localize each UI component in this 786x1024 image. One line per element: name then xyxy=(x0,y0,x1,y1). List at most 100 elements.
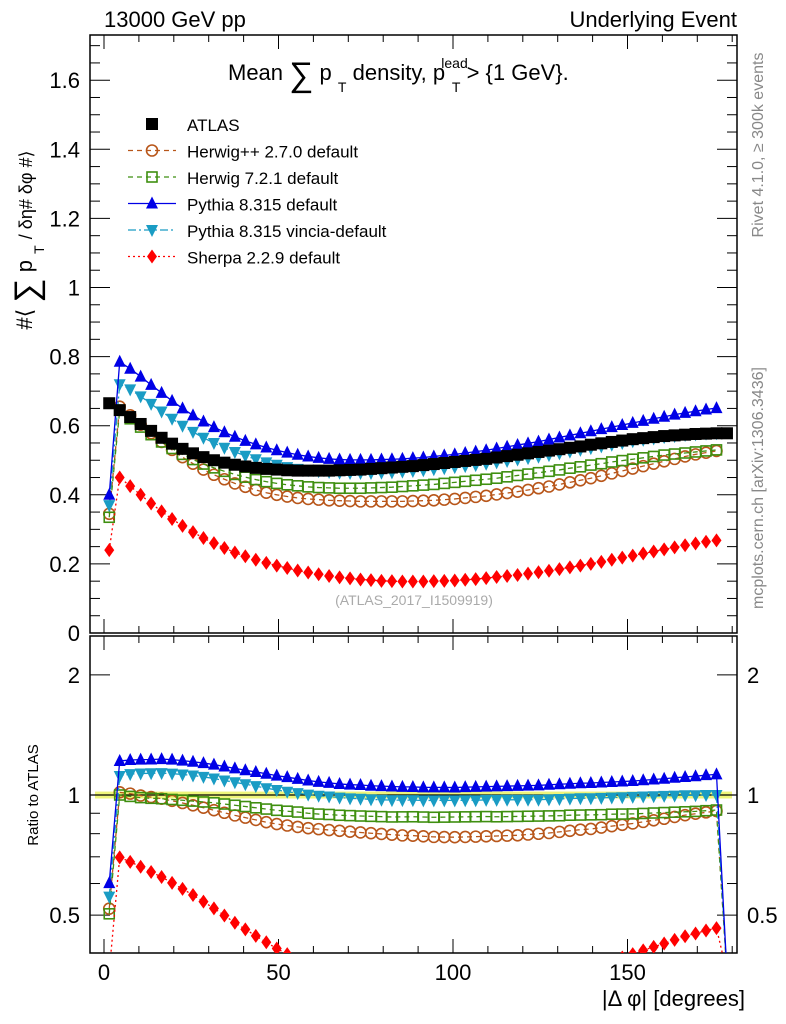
ratio-point xyxy=(155,752,168,765)
ratio-point xyxy=(113,753,126,766)
ratio-tick-label-right: 0.5 xyxy=(747,903,778,928)
ratio-point xyxy=(303,959,313,973)
data-point xyxy=(103,487,116,500)
data-point xyxy=(207,420,220,433)
data-point xyxy=(218,442,231,455)
data-point xyxy=(533,565,544,580)
ratio-point xyxy=(563,793,576,806)
data-point xyxy=(344,463,357,476)
ratio-point xyxy=(628,947,637,953)
data-point xyxy=(198,530,209,545)
data-point xyxy=(156,504,167,519)
data-point xyxy=(459,454,472,467)
ratio-point xyxy=(502,984,512,998)
y-tick-label: 0.8 xyxy=(49,345,80,370)
y-tick-label: 0.2 xyxy=(49,552,80,577)
data-point xyxy=(470,572,481,587)
ratio-point xyxy=(626,774,639,787)
data-point xyxy=(574,426,587,439)
ratio-point xyxy=(438,795,451,808)
data-point xyxy=(690,536,701,551)
data-point xyxy=(207,454,220,467)
ratio-axis-label: Ratio to ATLAS xyxy=(25,744,42,845)
data-point xyxy=(522,447,535,460)
data-point xyxy=(355,572,366,587)
data-point xyxy=(207,468,221,482)
ratio-point xyxy=(638,943,649,953)
ratio-point xyxy=(228,761,241,774)
data-point xyxy=(543,563,554,578)
data-point xyxy=(501,450,514,463)
data-point xyxy=(239,450,252,463)
ratio-point xyxy=(595,775,608,788)
ratio-point xyxy=(586,962,596,976)
data-point xyxy=(375,452,388,465)
data-point xyxy=(627,548,638,563)
data-point xyxy=(448,455,461,468)
ratio-point xyxy=(406,795,419,808)
data-point xyxy=(186,426,199,439)
ratio-point xyxy=(323,775,336,788)
data-point xyxy=(553,430,566,443)
ratio-point xyxy=(616,774,629,787)
legend-marker-triangle-down xyxy=(146,225,158,237)
axes: 0 50 100 150 0 0.2 0.4 0.6 0.8 1 1.2 1.4 1.6 0.5 0.5 1 1… xyxy=(49,34,778,985)
ratio-point xyxy=(690,926,701,941)
ratio-point xyxy=(345,978,355,992)
data-point xyxy=(406,460,419,473)
ratio-point xyxy=(637,773,650,786)
ratio-point xyxy=(156,869,167,884)
ratio-point xyxy=(186,754,199,767)
data-point xyxy=(689,427,702,440)
ratio-point xyxy=(249,764,262,777)
ratio-point xyxy=(385,779,398,792)
ratio-point xyxy=(364,778,377,791)
data-point xyxy=(553,478,566,491)
y-tick-label: 0.4 xyxy=(49,483,80,508)
data-point xyxy=(166,393,179,406)
data-point xyxy=(228,458,241,471)
ratio-point xyxy=(364,794,377,807)
data-point xyxy=(229,545,240,560)
ratio-point xyxy=(427,780,440,793)
ratio-point xyxy=(480,779,493,792)
ratio-tick-label-left: 2 xyxy=(68,663,80,688)
data-point xyxy=(270,463,283,476)
data-point xyxy=(176,420,189,433)
ratio-point xyxy=(511,794,524,807)
ratio-point xyxy=(501,779,514,792)
data-point xyxy=(647,431,660,444)
data-point xyxy=(637,432,650,445)
series-0-main xyxy=(103,397,733,477)
ratio-point xyxy=(406,779,419,792)
data-point xyxy=(323,464,336,477)
ratio-point xyxy=(291,771,304,784)
data-point xyxy=(113,354,126,367)
ratio-tick-label-right: 1 xyxy=(747,783,759,808)
ratio-point xyxy=(103,908,116,920)
ratio-point xyxy=(375,794,388,807)
data-point xyxy=(606,552,617,567)
ratio-point xyxy=(522,778,535,791)
ratio-point xyxy=(563,776,576,789)
data-point xyxy=(647,411,660,424)
ratio-point xyxy=(103,876,116,889)
y-tick-label: 1.4 xyxy=(49,137,80,162)
plot-title: Mean ∑ p T density, p lead T > {1 GeV}. xyxy=(228,48,569,97)
data-point xyxy=(334,570,345,585)
y-tick-label: 0.6 xyxy=(49,414,80,439)
data-point xyxy=(365,573,376,588)
data-point xyxy=(375,462,388,475)
data-point xyxy=(113,404,126,417)
data-point xyxy=(438,457,451,470)
data-point xyxy=(124,361,137,374)
legend-marker-triangle-up xyxy=(146,196,158,209)
data-point xyxy=(617,550,628,565)
data-point xyxy=(679,428,692,441)
ratio-point xyxy=(575,965,585,979)
series-2-line xyxy=(108,408,717,518)
data-point xyxy=(595,422,608,435)
data-point xyxy=(333,464,346,477)
ratio-point xyxy=(396,779,409,792)
